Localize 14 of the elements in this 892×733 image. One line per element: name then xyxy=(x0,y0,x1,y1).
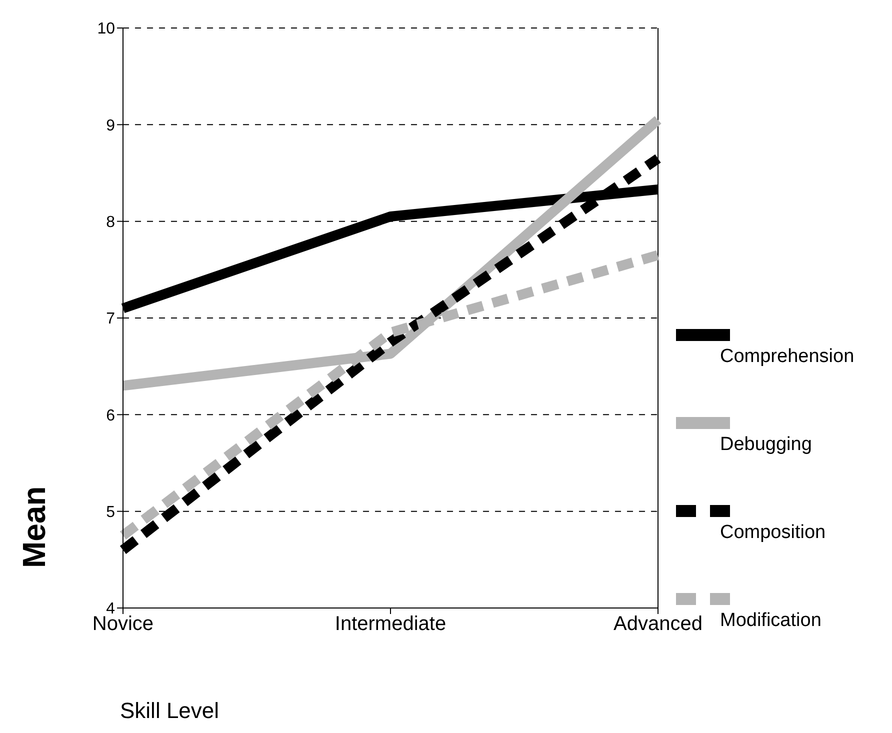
y-tick-label: 10 xyxy=(97,20,116,38)
y-tick-label: 9 xyxy=(106,117,116,134)
legend-label: Debugging xyxy=(720,434,813,456)
x-axis-title: Skill Level xyxy=(120,698,220,724)
x-tick-label: Intermediate xyxy=(334,613,446,636)
legend-label: Composition xyxy=(720,522,827,544)
legend-label: Modification xyxy=(720,610,822,632)
y-tick-label: 7 xyxy=(106,310,116,328)
y-tick-label: 6 xyxy=(106,407,116,424)
x-tick-label: Advanced xyxy=(614,613,702,636)
y-tick-label: 8 xyxy=(106,214,116,232)
y-tick-label: 5 xyxy=(106,504,116,522)
y-axis-title: Mean xyxy=(16,486,53,568)
legend-label: Comprehension xyxy=(720,346,854,368)
